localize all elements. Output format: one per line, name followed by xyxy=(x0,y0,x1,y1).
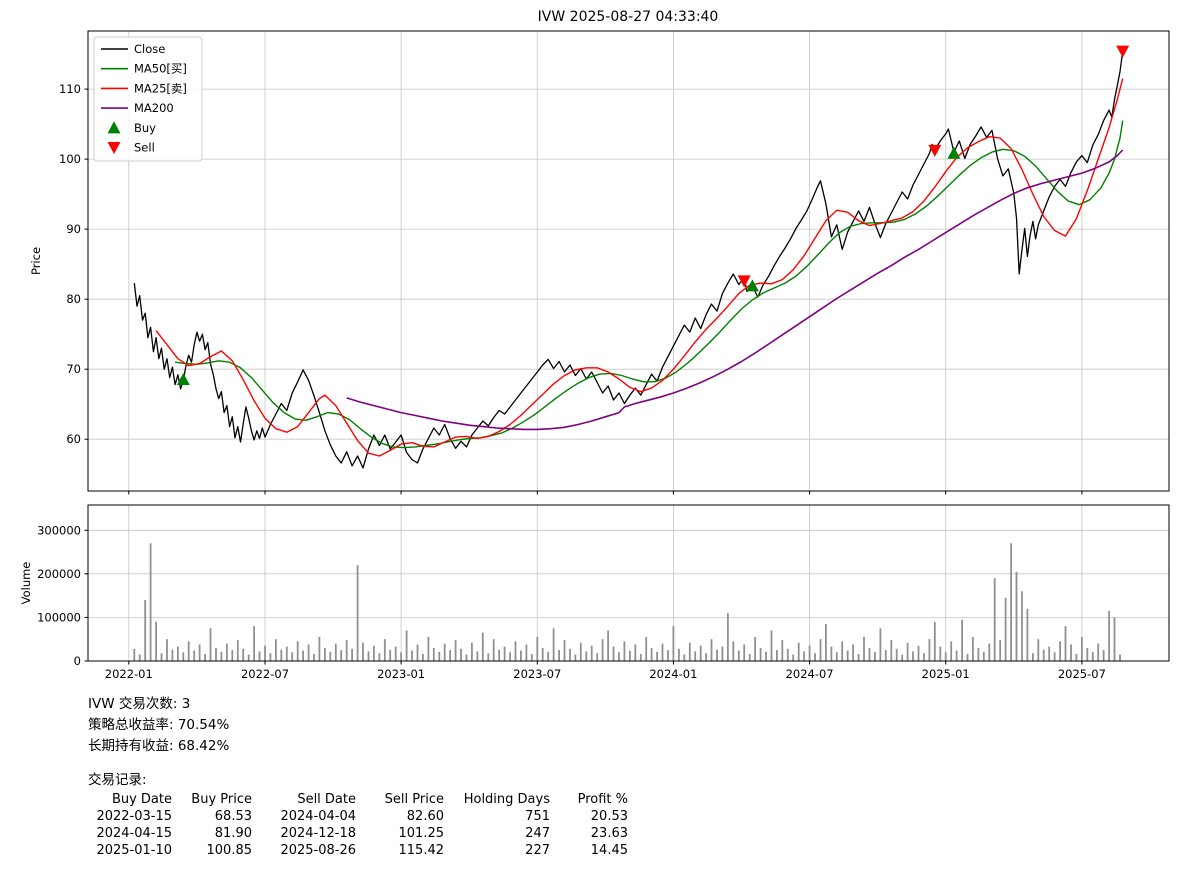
legend-label: Sell xyxy=(134,141,155,155)
legend-buy-marker xyxy=(107,121,121,134)
volume-axes-frame xyxy=(87,504,1170,662)
col-sell-date: Sell Date xyxy=(297,792,356,807)
buy-marker xyxy=(947,146,961,159)
price-tick-label: 70 xyxy=(66,362,81,376)
price-tick-label: 110 xyxy=(59,82,81,96)
legend-label: Buy xyxy=(134,121,156,135)
cell-buy-price: 81.90 xyxy=(214,826,252,841)
col-buy-price: Buy Price xyxy=(191,792,252,807)
trade-table: Buy Date Buy Price Sell Date Sell Price … xyxy=(88,791,628,859)
legend-label: MA50[买] xyxy=(134,62,187,76)
x-tick-label: 2024-01 xyxy=(649,667,697,681)
sell-marker xyxy=(928,144,942,157)
trade-log-title: 交易记录: xyxy=(88,772,147,788)
stock-chart: 60 70 80 90 100 110 0 100000 200000 300000 2022-01… xyxy=(19,9,1170,681)
trade-count-line: IVW 交易次数: 3 xyxy=(88,696,191,712)
close-line xyxy=(133,45,1125,469)
x-tick-label: 2022-01 xyxy=(105,667,153,681)
legend-label: Close xyxy=(134,42,165,56)
price-tick-label: 90 xyxy=(66,222,81,236)
price-axis-label: Price xyxy=(29,247,43,275)
cell-profit: 20.53 xyxy=(590,809,628,824)
cell-profit: 23.63 xyxy=(590,826,628,841)
cell-buy-date: 2024-04-15 xyxy=(96,826,172,841)
trade-row: 2024-04-15 81.90 2024-12-18 101.25 247 2… xyxy=(88,825,628,842)
cell-buy-date: 2022-03-15 xyxy=(96,809,172,824)
legend-label: MA25[卖] xyxy=(134,81,187,95)
cell-sell-price: 115.42 xyxy=(398,843,445,858)
col-buy-date: Buy Date xyxy=(111,792,172,807)
col-profit: Profit % xyxy=(577,792,628,807)
sell-marker xyxy=(737,275,751,288)
cell-holding-days: 227 xyxy=(525,843,550,858)
cell-profit: 14.45 xyxy=(590,843,628,858)
price-tick-label: 80 xyxy=(66,292,81,306)
chart-root: 60 70 80 90 100 110 0 100000 200000 300000 2022-01… xyxy=(37,30,1170,681)
legend-sell-marker xyxy=(107,141,121,154)
ma25-line xyxy=(155,78,1124,457)
cell-holding-days: 751 xyxy=(525,809,550,824)
trade-row: 2025-01-10 100.85 2025-08-26 115.42 227 … xyxy=(88,842,628,859)
tick-marks xyxy=(84,88,1083,665)
x-tick-label: 2025-01 xyxy=(922,667,970,681)
x-tick-label: 2025-07 xyxy=(1058,667,1106,681)
volume-tick-label: 100000 xyxy=(37,610,81,624)
cell-buy-date: 2025-01-10 xyxy=(96,843,172,858)
cell-holding-days: 247 xyxy=(525,826,550,841)
cell-sell-date: 2024-04-04 xyxy=(280,809,356,824)
volume-tick-label: 0 xyxy=(74,654,81,668)
hold-return-line: 长期持有收益: 68.42% xyxy=(88,738,230,754)
legend: Close MA50[买] MA25[卖] MA200 Buy Sell xyxy=(93,36,203,162)
ma50-line xyxy=(175,120,1124,449)
tick-labels: 60 70 80 90 100 110 0 100000 200000 300000 2022-01… xyxy=(37,82,1106,681)
cell-sell-price: 82.60 xyxy=(406,809,444,824)
x-tick-label: 2023-07 xyxy=(513,667,561,681)
cell-buy-price: 100.85 xyxy=(206,843,253,858)
volume-tick-label: 300000 xyxy=(37,523,81,537)
volume-tick-label: 200000 xyxy=(37,567,81,581)
trade-row: 2022-03-15 68.53 2024-04-04 82.60 751 20… xyxy=(88,808,628,825)
volume-axis-label: Volume xyxy=(19,562,33,605)
sell-marker xyxy=(1116,45,1130,58)
x-tick-label: 2023-01 xyxy=(377,667,425,681)
cell-buy-price: 68.53 xyxy=(214,809,252,824)
grid-lines xyxy=(88,31,1169,662)
summary-block: IVW 交易次数: 3 策略总收益率: 70.54% 长期持有收益: 68.42… xyxy=(88,694,628,859)
volume-bars xyxy=(133,543,1121,661)
ma200-line xyxy=(346,149,1124,431)
trade-table-header: Buy Date Buy Price Sell Date Sell Price … xyxy=(88,791,628,808)
cell-sell-date: 2025-08-26 xyxy=(280,843,356,858)
x-tick-label: 2024-07 xyxy=(786,667,834,681)
price-tick-label: 60 xyxy=(66,432,81,446)
cell-sell-date: 2024-12-18 xyxy=(280,826,356,841)
cell-sell-price: 101.25 xyxy=(398,826,445,841)
legend-label: MA200 xyxy=(134,101,174,115)
chart-title: IVW 2025-08-27 04:33:40 xyxy=(538,9,719,25)
buy-marker xyxy=(745,279,759,292)
price-axes-frame xyxy=(87,30,1170,492)
col-sell-price: Sell Price xyxy=(384,792,444,807)
col-holding-days: Holding Days xyxy=(463,792,550,807)
strategy-return-line: 策略总收益率: 70.54% xyxy=(88,717,230,733)
x-tick-label: 2022-07 xyxy=(241,667,289,681)
buy-marker xyxy=(176,373,190,385)
price-tick-label: 100 xyxy=(59,152,81,166)
